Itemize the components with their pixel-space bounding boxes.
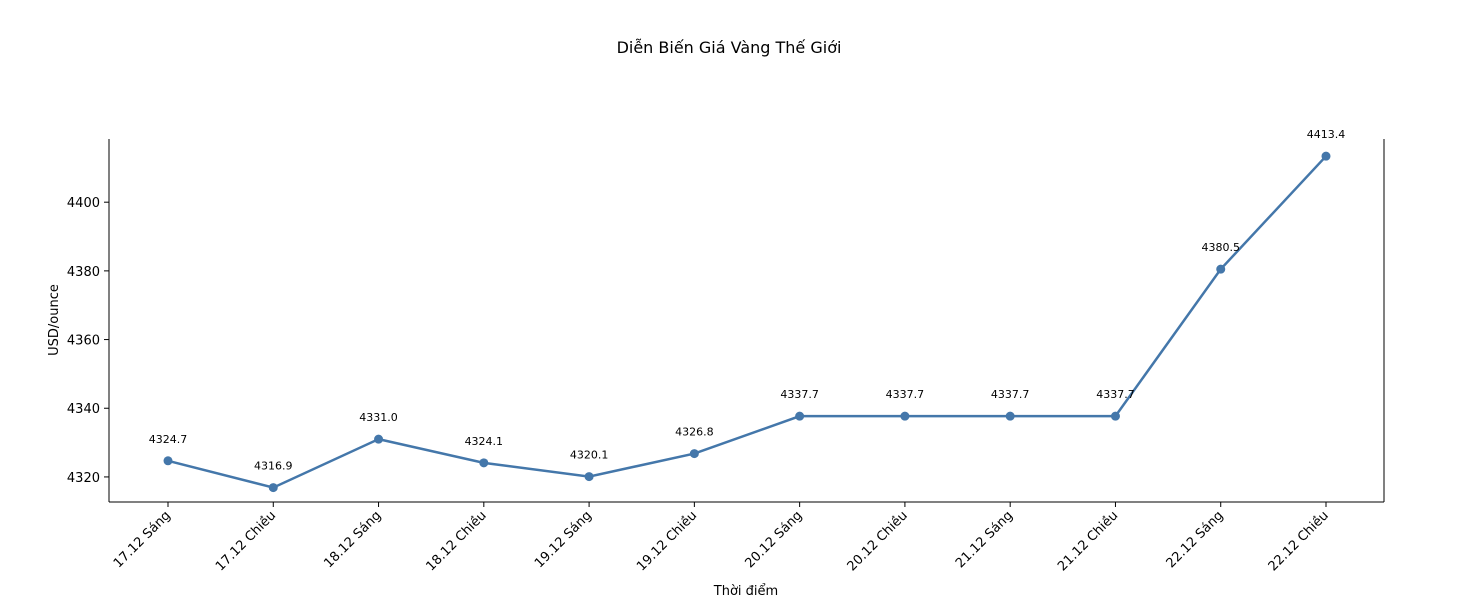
x-tick-label: 21.12 Sáng xyxy=(953,508,1016,571)
x-tick-label: 17.12 Chiều xyxy=(213,508,279,574)
x-tick-label: 17.12 Sáng xyxy=(111,508,174,571)
data-point xyxy=(479,458,489,468)
data-points xyxy=(163,151,1331,493)
x-axis-label: Thời điểm xyxy=(713,584,778,599)
data-labels: 4324.7 4316.9 4331.0 4324.1 4320.1 4326.8 4337… xyxy=(149,128,1346,472)
y-axis-label: USD/ounce xyxy=(47,284,62,356)
x-tick-label: 22.12 Chiều xyxy=(1266,508,1332,574)
data-point xyxy=(1110,411,1120,421)
x-tick-label: 19.12 Chiều xyxy=(634,508,700,574)
data-point xyxy=(900,411,910,421)
data-label: 4337.7 xyxy=(991,388,1030,401)
data-point xyxy=(795,411,805,421)
chart-title: Diễn Biến Giá Vàng Thế Giới xyxy=(616,38,842,57)
data-label: 4320.1 xyxy=(570,449,609,462)
x-tick-label: 21.12 Chiều xyxy=(1055,508,1121,574)
y-tick-label: 4340 xyxy=(67,402,100,417)
data-label: 4380.5 xyxy=(1201,241,1240,254)
data-label: 4337.7 xyxy=(1096,388,1135,401)
data-label: 4326.8 xyxy=(675,426,714,439)
y-tick-label: 4400 xyxy=(67,196,100,211)
data-label: 4337.7 xyxy=(780,388,819,401)
data-point xyxy=(268,483,278,493)
y-tick-label: 4320 xyxy=(67,471,100,486)
data-label: 4316.9 xyxy=(254,460,293,473)
data-label: 4413.4 xyxy=(1307,128,1346,141)
y-tick-label: 4380 xyxy=(67,265,100,280)
data-point xyxy=(374,434,384,444)
x-tick-label: 20.12 Chiều xyxy=(845,508,911,574)
x-tick-label: 18.12 Chiều xyxy=(424,508,490,574)
data-point xyxy=(584,472,594,482)
x-tick-label: 18.12 Sáng xyxy=(321,508,384,571)
data-point xyxy=(689,449,699,459)
data-point xyxy=(1321,151,1331,161)
x-tick-label: 20.12 Sáng xyxy=(742,508,805,571)
tick-group: 4320 4340 4360 4380 4400 17.12 Sáng 17.12 Chiề… xyxy=(67,196,1332,574)
data-label: 4331.0 xyxy=(359,411,398,424)
axes xyxy=(108,139,1385,503)
x-tick-label: 22.12 Sáng xyxy=(1164,508,1227,571)
series-line xyxy=(167,155,1327,489)
data-point xyxy=(1005,411,1015,421)
data-point xyxy=(1216,264,1226,274)
data-label: 4324.1 xyxy=(465,435,504,448)
data-label: 4324.7 xyxy=(149,433,188,446)
data-point xyxy=(163,456,173,466)
data-label: 4337.7 xyxy=(886,388,925,401)
x-tick-label: 19.12 Sáng xyxy=(532,508,595,571)
y-tick-label: 4360 xyxy=(67,334,100,349)
